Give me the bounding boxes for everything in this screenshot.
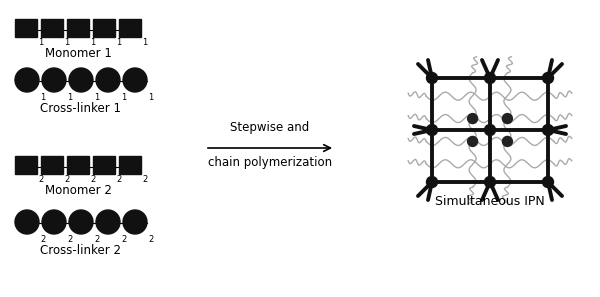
Text: 2: 2 <box>90 175 95 184</box>
Text: 1: 1 <box>142 38 147 47</box>
Text: 2: 2 <box>38 175 43 184</box>
Circle shape <box>427 124 437 135</box>
Circle shape <box>502 136 512 146</box>
Text: 2: 2 <box>116 175 121 184</box>
Circle shape <box>485 124 496 135</box>
FancyBboxPatch shape <box>119 156 141 174</box>
FancyBboxPatch shape <box>93 156 115 174</box>
Circle shape <box>467 113 478 124</box>
Circle shape <box>123 210 147 234</box>
Text: Cross-linker 2: Cross-linker 2 <box>41 244 121 257</box>
Circle shape <box>542 176 554 187</box>
FancyBboxPatch shape <box>67 156 89 174</box>
Text: 2: 2 <box>40 235 45 244</box>
FancyBboxPatch shape <box>41 156 63 174</box>
Text: 1: 1 <box>64 38 69 47</box>
Text: 1: 1 <box>38 38 43 47</box>
FancyBboxPatch shape <box>15 19 37 37</box>
Circle shape <box>485 72 496 83</box>
Text: Stepwise and: Stepwise and <box>230 121 310 134</box>
FancyBboxPatch shape <box>67 19 89 37</box>
Circle shape <box>123 68 147 92</box>
Circle shape <box>69 210 93 234</box>
Text: Cross-linker 1: Cross-linker 1 <box>41 102 121 115</box>
FancyBboxPatch shape <box>15 156 37 174</box>
FancyBboxPatch shape <box>41 19 63 37</box>
Text: 2: 2 <box>64 175 69 184</box>
Circle shape <box>485 176 496 187</box>
Circle shape <box>96 210 120 234</box>
Circle shape <box>42 210 66 234</box>
Text: 2: 2 <box>67 235 72 244</box>
Text: 2: 2 <box>94 235 99 244</box>
Circle shape <box>427 72 437 83</box>
Text: 2: 2 <box>121 235 126 244</box>
Text: 1: 1 <box>40 93 45 102</box>
Text: Monomer 2: Monomer 2 <box>44 184 112 197</box>
Text: Simultaneous IPN: Simultaneous IPN <box>435 195 545 208</box>
Circle shape <box>15 210 39 234</box>
Text: 2: 2 <box>142 175 147 184</box>
Circle shape <box>96 68 120 92</box>
Text: 2: 2 <box>148 235 153 244</box>
Circle shape <box>542 124 554 135</box>
FancyBboxPatch shape <box>119 19 141 37</box>
Circle shape <box>42 68 66 92</box>
Circle shape <box>502 113 512 124</box>
Circle shape <box>542 72 554 83</box>
Circle shape <box>467 136 478 146</box>
Circle shape <box>15 68 39 92</box>
Circle shape <box>427 176 437 187</box>
Text: chain polymerization: chain polymerization <box>208 156 332 169</box>
Text: Monomer 1: Monomer 1 <box>44 47 112 60</box>
Circle shape <box>69 68 93 92</box>
Text: 1: 1 <box>90 38 95 47</box>
Text: 1: 1 <box>148 93 153 102</box>
FancyBboxPatch shape <box>93 19 115 37</box>
Text: 1: 1 <box>67 93 72 102</box>
Text: 1: 1 <box>94 93 99 102</box>
Text: 1: 1 <box>121 93 126 102</box>
Text: 1: 1 <box>116 38 121 47</box>
